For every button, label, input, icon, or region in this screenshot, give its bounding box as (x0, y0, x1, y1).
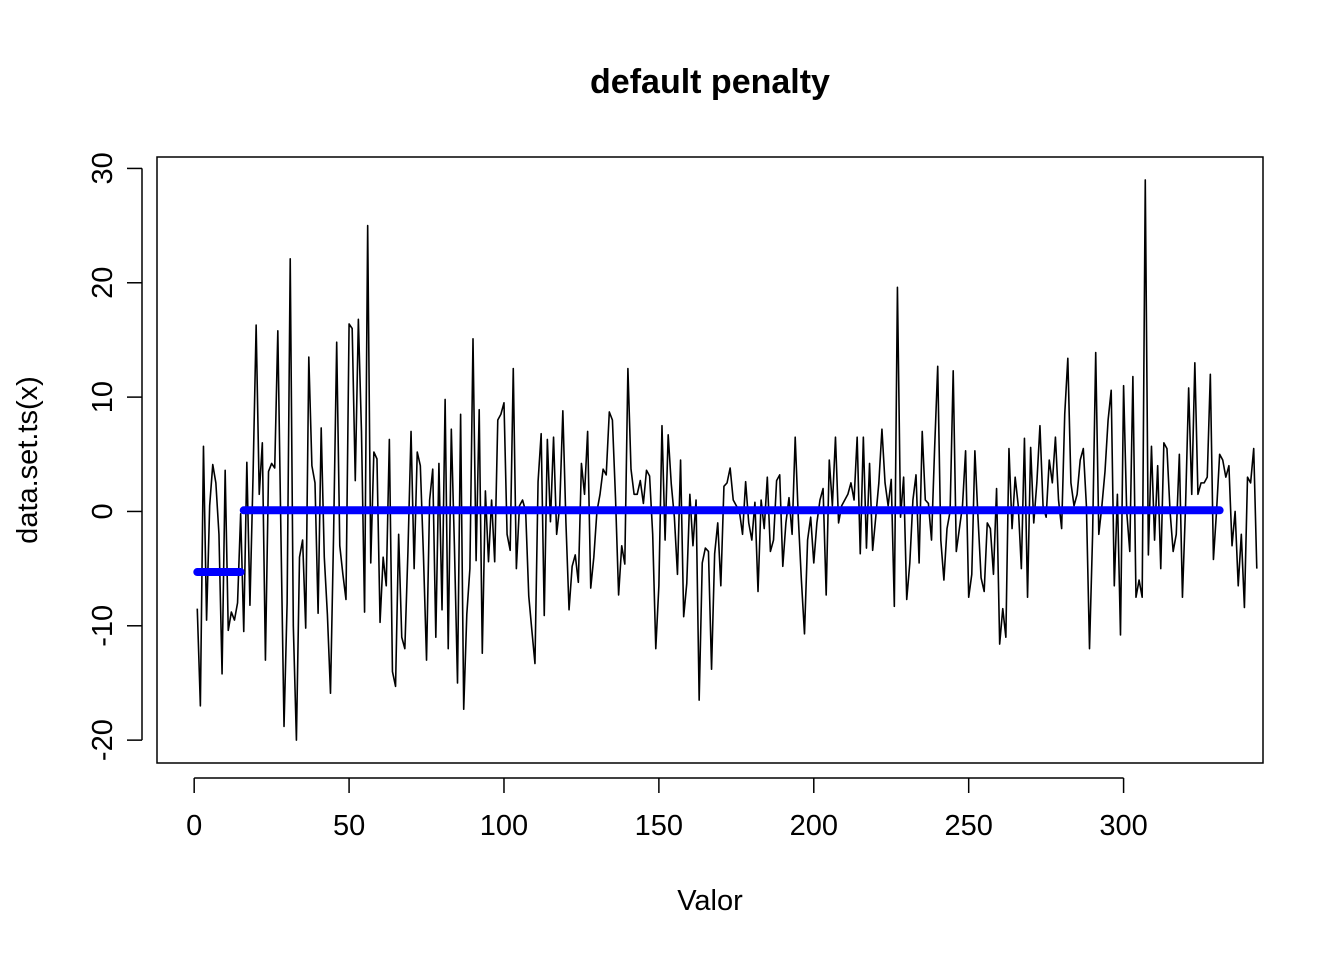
x-tick-label: 100 (480, 810, 528, 842)
y-tick-label: 10 (87, 381, 119, 413)
x-tick-label: 250 (944, 810, 992, 842)
y-axis: -20 -10 0 10 20 30 (87, 152, 143, 761)
x-tick-label: 150 (635, 810, 683, 842)
y-tick-label: -10 (87, 605, 119, 647)
y-tick-label: -20 (87, 719, 119, 761)
x-tick-label: 300 (1099, 810, 1147, 842)
y-tick-label: 20 (87, 267, 119, 299)
x-tick-label: 50 (333, 810, 365, 842)
x-axis: 0 50 100 150 200 250 300 (186, 777, 1148, 842)
x-axis-label: Valor (677, 885, 743, 917)
y-tick-label: 30 (87, 152, 119, 184)
chart-title: default penalty (590, 63, 830, 101)
x-tick-label: 200 (790, 810, 838, 842)
plot-frame (156, 156, 1264, 764)
y-axis-label: data.set.ts(x) (12, 376, 44, 544)
data-layer (193, 179, 1258, 741)
x-tick-label: 0 (186, 810, 202, 842)
series-line (196, 179, 1258, 741)
y-tick-label: 0 (87, 503, 119, 519)
